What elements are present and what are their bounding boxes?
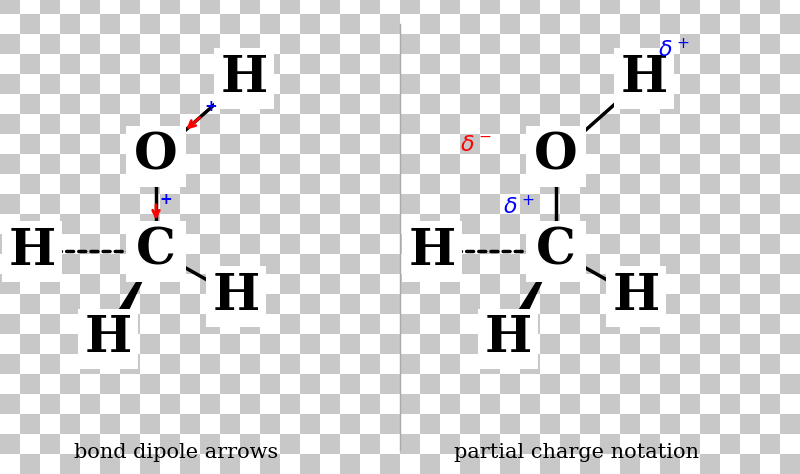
Bar (214, 48, 274, 109)
Polygon shape (502, 251, 556, 340)
Text: partial charge notation: partial charge notation (454, 443, 698, 462)
Bar (614, 48, 674, 109)
Bar (606, 266, 666, 327)
Text: H: H (620, 54, 668, 103)
Bar (78, 309, 138, 369)
Text: +: + (159, 191, 172, 207)
Text: C: C (136, 227, 176, 276)
Bar (126, 126, 186, 187)
Text: H: H (612, 272, 660, 321)
Bar (526, 221, 586, 282)
Text: C: C (536, 227, 576, 276)
Bar (402, 221, 462, 282)
Text: bond dipole arrows: bond dipole arrows (74, 443, 278, 462)
Bar (206, 266, 266, 327)
Bar (126, 221, 186, 282)
Text: +: + (205, 99, 218, 114)
Bar (2, 221, 62, 282)
Text: O: O (534, 132, 578, 181)
Text: H: H (484, 314, 532, 364)
Text: $\delta^+$: $\delta^+$ (658, 38, 690, 62)
Text: H: H (220, 54, 268, 103)
Text: H: H (8, 227, 56, 276)
Bar (478, 309, 538, 369)
Text: O: O (134, 132, 178, 181)
Text: $\delta^+$: $\delta^+$ (502, 194, 534, 218)
Text: H: H (212, 272, 260, 321)
Text: $\delta^-$: $\delta^-$ (460, 135, 492, 155)
Polygon shape (102, 251, 156, 340)
Bar (526, 126, 586, 187)
Text: H: H (84, 314, 132, 364)
Text: H: H (408, 227, 456, 276)
